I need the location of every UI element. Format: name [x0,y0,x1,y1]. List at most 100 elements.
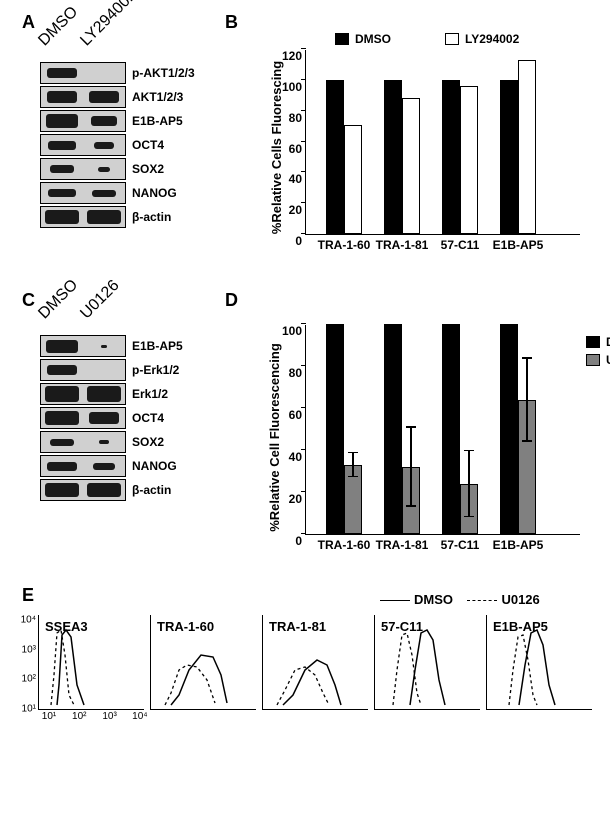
histogram: SSEA310¹10²10³10⁴10¹10²10³10⁴ [38,615,144,710]
histogram: 57-C11 [374,615,480,710]
legend-u0126-e: U0126 [501,592,539,607]
histogram-curves [375,615,481,710]
blot-lane-label: DMSO [35,3,82,50]
e-y-tick: 10⁴ [21,614,39,625]
y-tick: 0 [295,234,306,248]
chart-b-area: 020406080100120TRA-1-60TRA-1-8157-C11E1B… [305,50,580,235]
blot-band [89,91,119,103]
panel-e-legend: DMSO U0126 [380,592,540,607]
histogram-curves [151,615,257,710]
error-bar [468,484,470,518]
e-x-tick: 10¹ [42,709,56,722]
blot-row: Erk1/2 [40,383,183,405]
panel-b-chart: %Relative Cells Fluorescing 020406080100… [250,30,590,260]
legend-swatch [586,354,600,366]
blot-band-box [40,158,126,180]
blot-band [99,440,109,444]
blot-protein-label: NANOG [132,186,177,200]
x-tick-label: TRA-1-81 [376,534,429,552]
bar [326,80,344,234]
blot-protein-label: AKT1/2/3 [132,90,183,104]
error-bar [410,427,412,467]
e-y-tick: 10² [22,674,39,685]
e-x-tick: 10² [72,709,86,722]
curve-u0126 [393,633,421,705]
histogram-curves [263,615,369,710]
error-cap [406,426,416,428]
y-tick: 80 [289,111,306,125]
blot-band-box [40,134,126,156]
bar [518,60,536,234]
blot-band [93,463,115,470]
chart-d-ylabel: %Relative Cell Fluorescencing [267,343,282,532]
blot-band [89,412,119,424]
blot-protein-label: NANOG [132,459,177,473]
legend-line-solid [380,600,410,601]
blot-band [92,190,116,197]
blot-band-box [40,359,126,381]
blot-band-box [40,479,126,501]
blot-row: OCT4 [40,134,195,156]
y-tick: 0 [295,534,306,548]
blot-protein-label: SOX2 [132,162,164,176]
y-tick: 100 [282,80,306,94]
blot-row: p-Erk1/2 [40,359,183,381]
blot-row: AKT1/2/3 [40,86,195,108]
panel-a-blot: DMSOLY294002p-AKT1/2/3AKT1/2/3E1B-AP5OCT… [40,62,195,230]
error-bar [526,358,528,400]
blot-band-box [40,431,126,453]
blot-row: SOX2 [40,431,183,453]
error-bar [526,400,528,442]
blot-band [47,91,77,103]
blot-band-box [40,110,126,132]
curve-dmso [171,655,227,705]
blot-row: β-actin [40,479,183,501]
blot-band-box [40,86,126,108]
legend-swatch [335,33,349,45]
blot-band [98,167,110,172]
bar [460,86,478,234]
error-cap [464,450,474,452]
blot-band-box [40,407,126,429]
x-tick-label: TRA-1-60 [318,534,371,552]
legend-text: DMSO [606,335,610,349]
blot-band [87,386,121,402]
legend-dmso-e: DMSO [414,592,453,607]
blot-protein-label: E1B-AP5 [132,114,183,128]
blot-protein-label: p-Erk1/2 [132,363,179,377]
blot-protein-label: E1B-AP5 [132,339,183,353]
error-cap [522,357,532,359]
y-tick: 40 [289,172,306,186]
blot-band-box [40,335,126,357]
blot-band [87,483,121,497]
blot-band [101,345,107,348]
legend-item: U0126 [586,353,610,367]
panel-d-label: D [225,290,238,311]
blot-band [50,165,74,173]
blot-band-box [40,206,126,228]
blot-protein-label: p-AKT1/2/3 [132,66,195,80]
blot-lane-label: DMSO [35,276,82,323]
blot-band [91,116,117,126]
panel-c-blot: DMSOU0126E1B-AP5p-Erk1/2Erk1/2OCT4SOX2NA… [40,335,183,503]
curve-dmso [410,630,445,705]
blot-band [47,68,77,78]
legend-swatch [586,336,600,348]
blot-band [46,114,78,128]
blot-band [46,340,78,353]
panel-d-chart: %Relative Cell Fluorescencing 0204060801… [250,305,590,555]
blot-protein-label: OCT4 [132,138,164,152]
panel-b-label: B [225,12,238,33]
curve-u0126 [165,665,215,705]
y-tick: 20 [289,203,306,217]
legend-text: U0126 [606,353,610,367]
error-bar [352,465,354,478]
e-y-tick: 10¹ [22,704,39,715]
bar [384,324,402,534]
blot-protein-label: OCT4 [132,411,164,425]
curve-dmso [57,630,84,705]
y-tick: 60 [289,408,306,422]
y-tick: 80 [289,366,306,380]
y-tick: 60 [289,142,306,156]
y-tick: 20 [289,492,306,506]
